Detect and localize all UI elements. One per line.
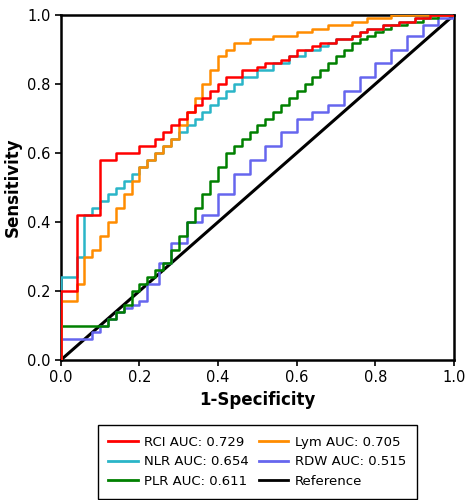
Legend: RCI AUC: 0.729, NLR AUC: 0.654, PLR AUC: 0.611, Lym AUC: 0.705, RDW AUC: 0.515, : RCI AUC: 0.729, NLR AUC: 0.654, PLR AUC:… <box>98 425 417 498</box>
X-axis label: 1-Specificity: 1-Specificity <box>199 391 315 409</box>
Y-axis label: Sensitivity: Sensitivity <box>3 138 22 237</box>
